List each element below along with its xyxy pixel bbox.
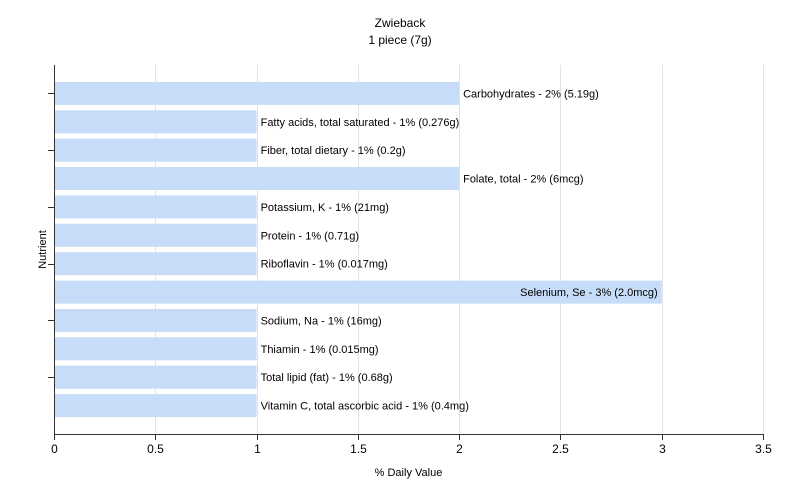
bar	[54, 309, 257, 332]
bar	[54, 280, 662, 304]
chart-subtitle: 1 piece (7g)	[368, 33, 431, 47]
bar	[54, 252, 257, 276]
x-tick-label: 1	[254, 442, 261, 456]
bar	[54, 337, 257, 361]
bar-label: Fiber, total dietary - 1% (0.2g)	[261, 145, 406, 157]
axes-group: 0 0.5 1 1.5 2 2.5 3 3.5	[48, 65, 772, 456]
x-tick-label: 3.5	[755, 442, 772, 456]
bar-label: Selenium, Se - 3% (2.0mcg)	[520, 287, 658, 299]
bar-label: Fatty acids, total saturated - 1% (0.276…	[261, 117, 460, 129]
y-axis-label: Nutrient	[37, 230, 49, 269]
bar	[54, 167, 460, 190]
x-axis-label: % Daily Value	[375, 467, 443, 479]
bars-group: Carbohydrates - 2% (5.19g) Fatty acids, t…	[54, 81, 662, 418]
bar	[54, 195, 257, 219]
x-tick-label: 0	[51, 442, 58, 456]
x-tick-label: 1.5	[350, 442, 367, 456]
bar-label: Potassium, K - 1% (21mg)	[261, 202, 389, 214]
x-tick-label: 2.5	[552, 442, 569, 456]
bar-label: Total lipid (fat) - 1% (0.68g)	[261, 372, 393, 384]
bar	[54, 365, 257, 389]
x-tick-label: 2	[456, 442, 463, 456]
bar-label: Folate, total - 2% (6mcg)	[463, 174, 583, 186]
bar-label: Sodium, Na - 1% (16mg)	[261, 316, 382, 328]
bar	[54, 223, 257, 247]
bar	[54, 394, 257, 418]
bar-label: Carbohydrates - 2% (5.19g)	[463, 88, 599, 100]
bar	[54, 110, 257, 134]
bar-label: Vitamin C, total ascorbic acid - 1% (0.4…	[261, 401, 469, 413]
bar	[54, 81, 460, 105]
x-tick-label: 0.5	[147, 442, 164, 456]
x-tick-label: 3	[659, 442, 666, 456]
bar-label: Thiamin - 1% (0.015mg)	[261, 344, 379, 356]
bar	[54, 138, 257, 162]
chart-title: Zwieback	[375, 16, 427, 30]
bar-label: Protein - 1% (0.71g)	[261, 230, 359, 242]
bar-label: Riboflavin - 1% (0.017mg)	[261, 259, 388, 271]
